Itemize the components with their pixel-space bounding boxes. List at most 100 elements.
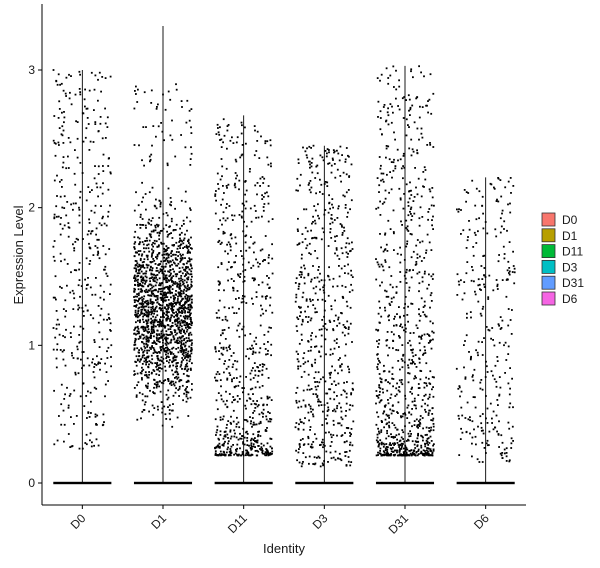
data-point xyxy=(59,349,62,351)
data-point xyxy=(482,432,485,435)
data-point xyxy=(160,309,162,312)
data-point xyxy=(263,177,266,180)
data-point xyxy=(507,260,510,263)
data-point xyxy=(62,89,65,92)
data-point xyxy=(413,196,416,198)
data-point xyxy=(307,443,310,446)
data-point xyxy=(175,348,178,350)
data-point xyxy=(329,207,331,210)
data-point xyxy=(261,451,264,454)
data-point xyxy=(400,436,403,439)
data-point xyxy=(431,419,434,422)
data-point xyxy=(498,394,501,397)
data-point xyxy=(103,268,106,271)
data-point xyxy=(183,268,185,271)
data-point xyxy=(178,310,181,313)
data-point xyxy=(215,399,218,402)
data-point xyxy=(154,263,157,265)
data-point xyxy=(245,234,248,237)
data-point xyxy=(307,316,310,318)
data-point xyxy=(423,454,426,457)
data-point xyxy=(235,450,238,453)
data-point xyxy=(180,199,183,202)
data-point xyxy=(392,451,394,453)
data-point xyxy=(392,436,395,439)
data-point xyxy=(328,201,331,204)
data-point xyxy=(157,245,160,248)
data-point xyxy=(400,323,402,326)
data-point xyxy=(83,98,86,101)
data-point xyxy=(261,215,263,218)
data-point xyxy=(75,120,77,123)
data-point xyxy=(151,248,153,251)
data-point xyxy=(181,305,184,308)
data-point xyxy=(298,444,301,446)
data-point xyxy=(387,77,390,79)
data-point xyxy=(219,430,222,433)
data-point xyxy=(256,441,259,444)
data-point xyxy=(135,260,138,263)
data-point xyxy=(481,341,483,343)
data-point xyxy=(428,442,431,444)
data-point xyxy=(302,389,305,392)
data-point xyxy=(223,306,226,309)
data-point xyxy=(218,239,221,242)
data-point xyxy=(398,446,400,448)
data-point xyxy=(214,418,217,421)
data-point xyxy=(422,449,425,452)
data-point xyxy=(73,172,76,175)
data-point xyxy=(154,224,157,227)
data-point xyxy=(190,333,193,336)
data-point xyxy=(503,452,506,455)
data-point xyxy=(172,403,174,405)
data-point xyxy=(85,199,88,202)
data-point xyxy=(376,395,379,397)
data-point xyxy=(351,241,353,244)
data-point xyxy=(141,300,144,302)
data-point xyxy=(232,396,235,398)
data-point xyxy=(456,208,458,211)
data-point xyxy=(498,341,501,344)
data-point xyxy=(264,142,267,145)
data-point xyxy=(314,371,317,374)
data-point xyxy=(163,312,166,315)
data-point xyxy=(401,444,404,447)
data-point xyxy=(229,249,232,252)
data-point xyxy=(334,314,337,317)
data-point xyxy=(488,274,491,277)
data-point xyxy=(222,415,225,418)
data-point xyxy=(155,386,158,389)
data-point xyxy=(267,330,270,333)
data-point xyxy=(349,431,351,434)
data-point xyxy=(152,315,154,318)
data-point xyxy=(186,352,189,355)
data-point xyxy=(167,308,169,310)
data-point xyxy=(495,200,498,202)
data-point xyxy=(69,91,71,94)
data-point xyxy=(74,373,77,376)
data-point xyxy=(300,306,302,309)
data-point xyxy=(384,404,387,407)
data-point xyxy=(378,265,381,268)
data-point xyxy=(417,394,420,396)
data-point xyxy=(168,359,171,361)
data-point xyxy=(341,252,344,255)
data-point xyxy=(318,280,321,283)
data-point xyxy=(247,393,250,396)
data-point xyxy=(297,427,300,430)
data-point xyxy=(261,452,264,455)
data-point xyxy=(420,405,423,408)
data-point xyxy=(391,442,394,445)
data-point xyxy=(58,108,61,110)
data-point xyxy=(138,265,141,268)
data-point xyxy=(173,305,175,308)
data-point xyxy=(144,281,147,283)
data-point xyxy=(189,303,192,306)
data-point xyxy=(392,161,395,164)
data-point xyxy=(249,333,252,335)
data-point xyxy=(165,339,168,341)
data-point xyxy=(430,204,433,207)
data-point xyxy=(175,387,177,390)
data-point xyxy=(297,230,299,232)
data-point xyxy=(492,428,495,431)
